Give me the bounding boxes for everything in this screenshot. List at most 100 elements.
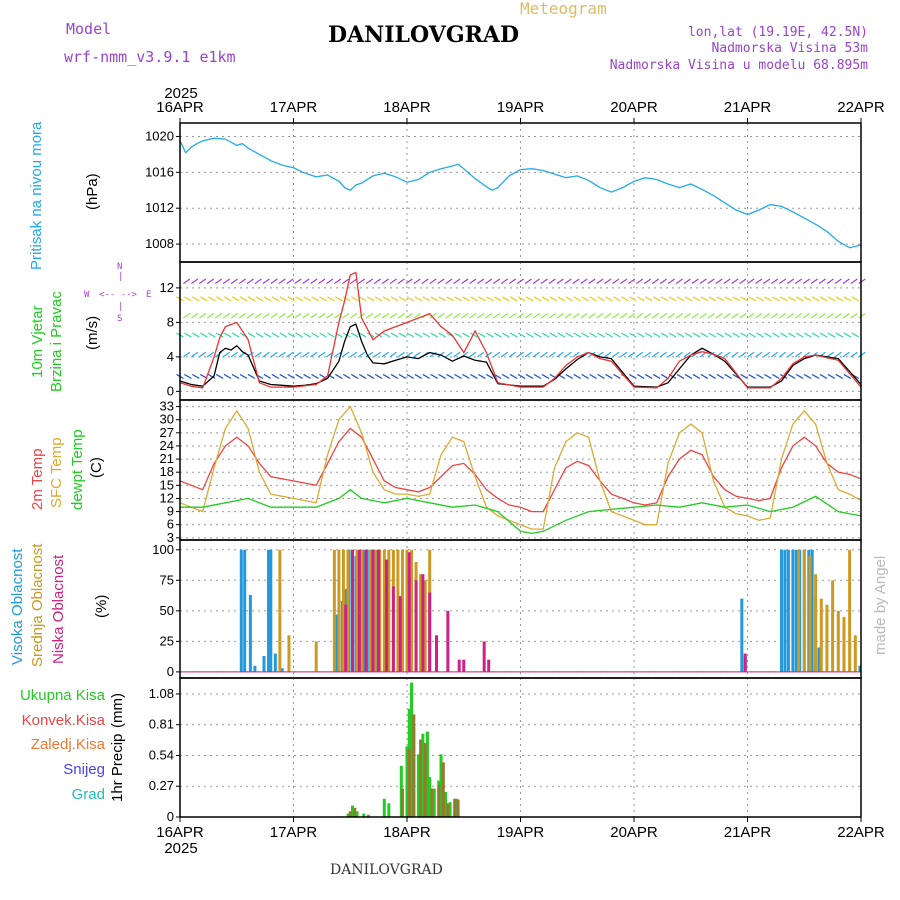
wind-barb (492, 278, 501, 285)
wind-barb (747, 351, 755, 358)
wind-barb (770, 278, 779, 285)
wind-barb (200, 332, 208, 338)
wind-barb (692, 296, 701, 302)
wind-barb (786, 351, 795, 358)
wind-barb (835, 373, 844, 379)
wind-barb (627, 351, 636, 358)
wind-barb (732, 296, 740, 302)
wind-barb (262, 351, 270, 358)
wind-barb (310, 312, 318, 319)
wind-barb (819, 296, 828, 302)
ytick-label: 1016 (145, 164, 174, 179)
bar-srednjaoblacnost (287, 635, 291, 672)
wind-barb (358, 373, 367, 379)
wind-barb (357, 351, 366, 358)
bar-konvekkisa (353, 807, 357, 817)
wind-barb (755, 312, 763, 319)
wind-barb (183, 312, 191, 319)
wind-barb (627, 278, 636, 285)
wind-barb (445, 312, 453, 319)
wind-barb (651, 278, 660, 285)
wind-barb (540, 278, 548, 285)
wind-barb (191, 351, 199, 358)
wind-barb (389, 351, 397, 358)
xtick-label: 19APR (497, 824, 545, 841)
wind-barb (755, 351, 763, 358)
wind-barb (421, 278, 429, 285)
wind-barb (422, 373, 431, 379)
wind-barb (230, 351, 238, 358)
wind-barb (548, 351, 556, 358)
xtick-label: 19APR (497, 99, 545, 116)
ytick-label: 3 (167, 530, 174, 545)
wind-barb (572, 351, 580, 358)
bar-ukupnakisa (439, 754, 443, 817)
wind-barb (462, 332, 470, 338)
wind-barb (223, 296, 232, 302)
wind-barb (731, 351, 739, 358)
wind-barb (573, 332, 581, 338)
wind-barb (374, 296, 383, 302)
wind-barb (834, 351, 842, 358)
wind-barb (659, 351, 668, 358)
bar-niskaoblacnost (407, 552, 411, 672)
wind-barb (279, 332, 287, 338)
wind-barb (716, 373, 724, 379)
wind-barb (810, 278, 818, 285)
xtick-label: 16APR (156, 824, 204, 841)
ytick-label: 12 (160, 490, 174, 505)
wind-barb (350, 332, 359, 338)
bar-ukupnakisa (362, 813, 366, 817)
ytick-label: 0 (167, 809, 174, 824)
wind-barb (183, 351, 191, 358)
wind-barb (349, 351, 358, 358)
wind-barb (716, 332, 724, 338)
wind-barb (398, 373, 407, 379)
wind-barb (533, 373, 542, 379)
bar-srednjaoblacnost (802, 549, 806, 672)
wind-barb (794, 312, 803, 319)
wind-barb (652, 296, 661, 302)
wind-barb (478, 296, 486, 302)
wind-barb (581, 373, 589, 379)
ytick-label: 1008 (145, 236, 174, 251)
wind-barb (517, 373, 526, 379)
wind-barb (851, 332, 860, 338)
wind-barb (724, 332, 732, 338)
wind-barb (629, 332, 637, 338)
bar-visokaoblacnost (280, 668, 284, 672)
xtick-label: 18APR (383, 99, 431, 116)
wind-barb (652, 332, 661, 338)
wind-barb (668, 296, 677, 302)
wind-barb (198, 312, 207, 319)
wind-barb (573, 373, 581, 379)
bar-konvekkisa (446, 803, 450, 817)
wind-barb (374, 373, 383, 379)
wind-barb (834, 312, 842, 319)
wind-barb (215, 296, 224, 302)
wind-barb (438, 296, 446, 302)
wind-barb (295, 332, 303, 338)
wind-barb (191, 278, 199, 285)
wind-barb (540, 351, 548, 358)
wind-barb (795, 332, 804, 338)
wind-barb (819, 332, 828, 338)
wind-barb (564, 351, 572, 358)
ytick-label: 50 (160, 603, 174, 618)
wind-barb (366, 296, 375, 302)
wind-barb (343, 373, 351, 379)
bar-srednjaoblacnost (853, 635, 857, 672)
wind-barb (254, 278, 262, 285)
wind-barb (271, 296, 280, 302)
wind-barb (756, 296, 764, 302)
wind-barb (334, 278, 342, 285)
wind-barb (318, 278, 326, 285)
wind-barb (231, 332, 240, 338)
ytick-label: 1012 (145, 200, 174, 215)
wind-barb (341, 278, 350, 285)
wind-barb (341, 351, 350, 358)
xtick-label: 22APR (837, 99, 885, 116)
wind-barb (835, 332, 844, 338)
wind-barb (263, 296, 272, 302)
wind-barb (382, 296, 391, 302)
